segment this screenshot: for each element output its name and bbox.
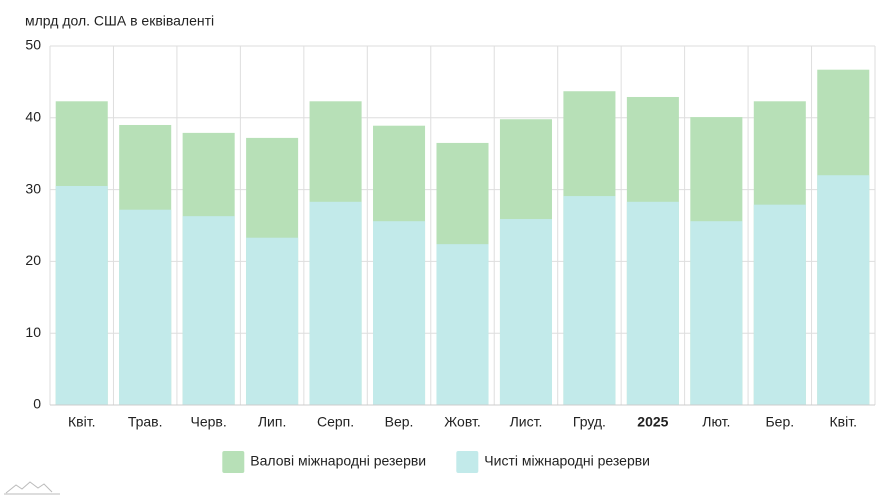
x-tick-label: Бер. <box>765 414 794 430</box>
y-tick-label: 40 <box>25 109 41 125</box>
logo <box>4 481 60 495</box>
bar <box>119 209 172 405</box>
x-tick-label: Лют. <box>702 414 730 430</box>
x-tick-label: Черв. <box>191 414 227 430</box>
legend-label: Валові міжнародні резерви <box>250 453 426 469</box>
x-tick-label: Лист. <box>510 414 543 430</box>
x-tick-label: 2025 <box>637 414 668 430</box>
x-tick-label: Жовт. <box>444 414 480 430</box>
y-tick-label: 20 <box>25 252 41 268</box>
x-tick-label: Серп. <box>317 414 354 430</box>
x-tick-label: Груд. <box>573 414 606 430</box>
y-tick-label: 0 <box>33 396 41 412</box>
legend-swatch <box>222 451 245 473</box>
bar <box>246 237 299 405</box>
bar <box>373 221 426 405</box>
x-tick-label: Квіт. <box>830 414 857 430</box>
bar <box>563 196 616 405</box>
x-tick-label: Трав. <box>128 414 163 430</box>
y-axis-label: млрд дол. США в еквіваленті <box>25 13 214 29</box>
bar <box>626 201 679 405</box>
y-tick-label: 10 <box>25 324 41 340</box>
bar <box>309 201 362 405</box>
bar <box>753 204 806 405</box>
bar <box>436 244 489 405</box>
x-tick-label: Лип. <box>258 414 286 430</box>
bar <box>55 186 108 405</box>
y-tick-label: 30 <box>25 180 41 196</box>
x-tick-label: Квіт. <box>68 414 95 430</box>
bar <box>182 216 235 405</box>
x-tick-label: Вер. <box>385 414 414 430</box>
legend-label: Чисті міжнародні резерви <box>484 453 650 469</box>
legend-swatch <box>456 451 479 473</box>
bar <box>817 175 870 405</box>
bar <box>690 221 743 405</box>
bar <box>499 219 552 405</box>
y-tick-label: 50 <box>25 37 41 53</box>
